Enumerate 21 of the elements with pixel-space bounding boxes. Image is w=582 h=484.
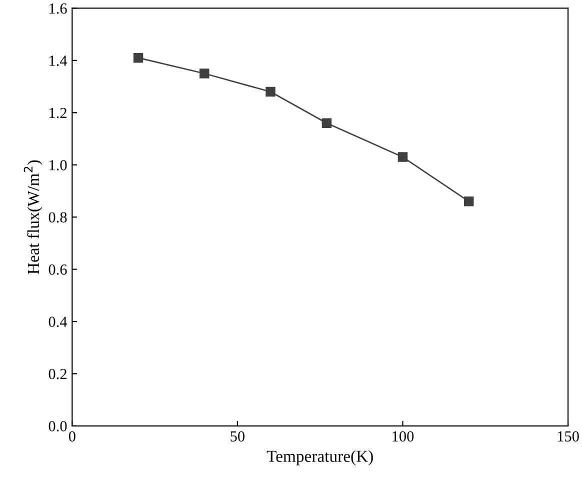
x-tick-label: 100	[392, 431, 414, 442]
x-tick-label: 0	[68, 431, 76, 442]
y-tick-label: 0.4	[48, 316, 68, 328]
y-tick-label: 0.0	[48, 421, 67, 432]
point	[398, 152, 408, 162]
y-tick-label: 1.0	[50, 160, 67, 170]
point	[133, 52, 144, 63]
point	[464, 196, 474, 206]
y-tick-label: 1.6	[50, 3, 67, 14]
y-tick-label: 0.8	[48, 212, 67, 223]
x-axis-title: Temperature(K)	[266, 450, 373, 466]
x-tick-label: 150	[558, 431, 579, 442]
y-tick-label: 0.6	[48, 264, 67, 275]
x-tick-label: 50	[230, 431, 245, 442]
point	[266, 86, 276, 97]
point	[322, 118, 332, 128]
y-tick-label: 0.2	[48, 368, 66, 380]
point	[200, 68, 210, 78]
y-tick-label: 1.4	[50, 56, 68, 66]
y-axis-title: Heat flux(W/m$^{2}$)	[24, 160, 42, 274]
y-tick-label: 1.2	[50, 108, 66, 118]
